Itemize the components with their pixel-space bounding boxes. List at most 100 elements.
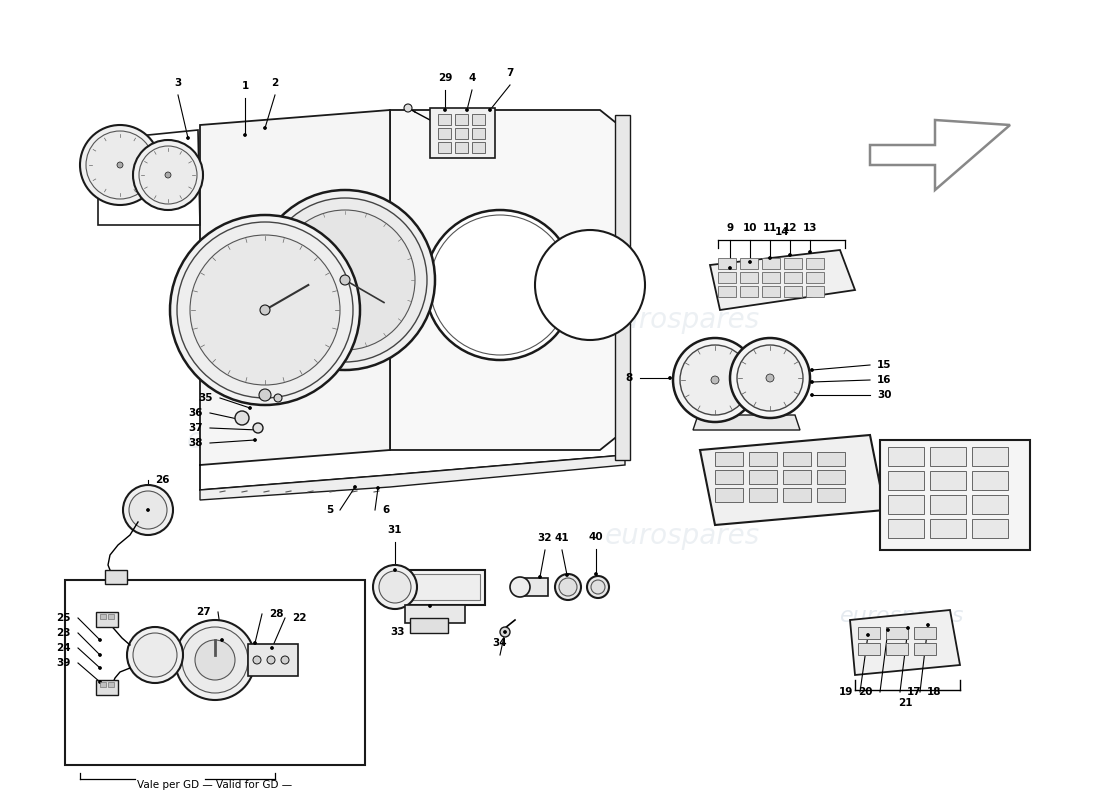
Bar [718, 258, 736, 269]
Circle shape [263, 198, 427, 362]
Circle shape [260, 305, 270, 315]
Bar [438, 128, 451, 139]
Circle shape [887, 629, 890, 631]
Text: 34: 34 [493, 638, 507, 648]
Bar [972, 495, 1008, 514]
Bar [914, 643, 936, 655]
Bar [972, 519, 1008, 538]
Bar [749, 452, 777, 466]
Circle shape [190, 235, 340, 385]
Bar [784, 258, 802, 269]
Bar [248, 644, 298, 676]
Text: 9: 9 [726, 223, 734, 233]
Circle shape [510, 577, 530, 597]
Circle shape [673, 338, 757, 422]
Circle shape [129, 491, 167, 529]
Bar [930, 519, 966, 538]
Bar [888, 447, 924, 466]
Circle shape [926, 623, 929, 626]
Text: 31: 31 [387, 525, 403, 535]
Circle shape [488, 109, 492, 111]
Text: 32: 32 [538, 533, 552, 543]
Circle shape [241, 418, 243, 422]
Bar [718, 272, 736, 283]
Circle shape [99, 654, 101, 657]
Circle shape [117, 162, 123, 168]
Text: 8: 8 [626, 373, 632, 383]
Circle shape [766, 374, 774, 382]
Bar [100, 682, 106, 687]
Circle shape [165, 172, 170, 178]
Circle shape [591, 580, 605, 594]
Bar [817, 452, 845, 466]
Text: 37: 37 [188, 423, 204, 433]
Text: 2: 2 [272, 78, 278, 88]
Bar [749, 488, 777, 502]
Bar [472, 142, 485, 153]
Text: eurospares: eurospares [604, 522, 760, 550]
Text: 19: 19 [838, 687, 853, 697]
Bar [472, 128, 485, 139]
Text: Vale per GD — Valid for GD —: Vale per GD — Valid for GD — [138, 780, 293, 790]
Bar [430, 108, 495, 158]
Circle shape [146, 509, 150, 511]
Circle shape [906, 626, 910, 630]
Text: 26: 26 [155, 475, 169, 485]
Text: 21: 21 [898, 698, 912, 708]
Circle shape [556, 574, 581, 600]
Bar [715, 488, 742, 502]
Circle shape [737, 345, 803, 411]
Bar [96, 612, 118, 627]
Circle shape [235, 411, 249, 425]
Bar [715, 452, 742, 466]
Text: 27: 27 [197, 607, 211, 617]
Bar [108, 682, 114, 687]
Circle shape [769, 257, 771, 259]
Bar [806, 286, 824, 297]
Circle shape [535, 230, 645, 340]
Circle shape [680, 345, 750, 415]
Circle shape [256, 429, 260, 431]
Circle shape [274, 394, 282, 402]
Circle shape [99, 681, 101, 683]
Bar [886, 627, 907, 639]
Circle shape [177, 222, 353, 398]
Circle shape [267, 656, 275, 664]
Circle shape [565, 574, 569, 577]
Text: 40: 40 [588, 532, 603, 542]
Text: 10: 10 [742, 223, 757, 233]
Bar [888, 519, 924, 538]
Circle shape [126, 627, 183, 683]
Bar [806, 258, 824, 269]
Bar [783, 452, 811, 466]
Circle shape [373, 565, 417, 609]
Bar [718, 286, 736, 297]
Bar [930, 471, 966, 490]
Circle shape [123, 485, 173, 535]
Bar [886, 643, 907, 655]
Bar [762, 272, 780, 283]
Circle shape [80, 125, 160, 205]
Text: eurospares: eurospares [604, 306, 760, 334]
Text: 11: 11 [762, 223, 778, 233]
Circle shape [99, 666, 101, 670]
Circle shape [808, 250, 812, 254]
Text: 23: 23 [56, 628, 72, 638]
Text: 4: 4 [469, 73, 475, 83]
Circle shape [255, 190, 434, 370]
Circle shape [249, 406, 252, 410]
Circle shape [404, 104, 412, 112]
Polygon shape [693, 415, 800, 430]
Text: 14: 14 [774, 227, 790, 237]
Bar [749, 470, 777, 484]
Polygon shape [200, 455, 625, 500]
Text: 38: 38 [188, 438, 204, 448]
Bar [858, 643, 880, 655]
Bar [914, 627, 936, 639]
Circle shape [811, 394, 814, 397]
Bar [784, 272, 802, 283]
Text: 22: 22 [292, 613, 307, 623]
Circle shape [133, 633, 177, 677]
Text: 5: 5 [326, 505, 333, 515]
Bar [888, 471, 924, 490]
